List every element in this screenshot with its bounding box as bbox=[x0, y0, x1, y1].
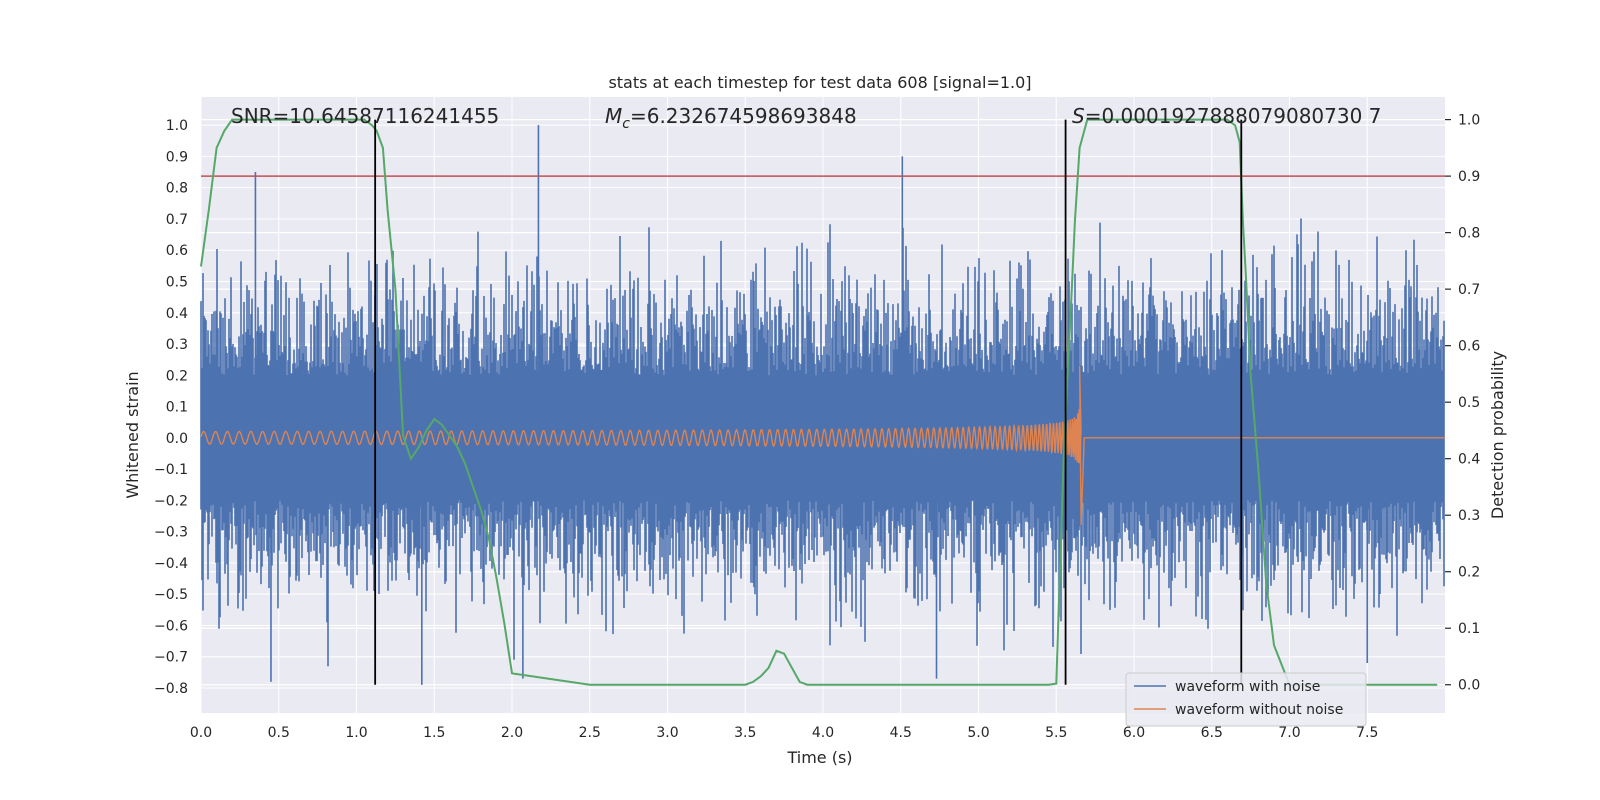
x-tick-label: 2.0 bbox=[501, 725, 523, 741]
y2-axis-label: Detection probability bbox=[1488, 351, 1507, 519]
y-tick-label: 0.1 bbox=[166, 400, 188, 416]
y2-tick-label: 0.1 bbox=[1458, 621, 1480, 637]
x-tick-label: 3.0 bbox=[656, 725, 678, 741]
chirp-mass-annotation: Mc=6.232674598693848 bbox=[605, 104, 857, 132]
y2-tick-label: 0.2 bbox=[1458, 565, 1480, 581]
chirp-mass-symbol: M bbox=[605, 104, 622, 128]
y-axis-label: Whitened strain bbox=[123, 371, 142, 498]
x-tick-label: 1.0 bbox=[345, 725, 367, 741]
y2-tick-label: 0.7 bbox=[1458, 282, 1480, 298]
x-tick-label: 0.5 bbox=[268, 725, 290, 741]
legend-label-clean: waveform without noise bbox=[1175, 702, 1343, 718]
y-tick-label: 1.0 bbox=[166, 118, 188, 134]
y2-tick-label: 0.3 bbox=[1458, 508, 1480, 524]
y-tick-label: 0.2 bbox=[166, 368, 188, 384]
x-tick-label: 5.0 bbox=[967, 725, 989, 741]
legend-label-noise: waveform with noise bbox=[1175, 679, 1320, 695]
chirp-mass-value: =6.232674598693848 bbox=[630, 104, 857, 128]
y-tick-label: −0.4 bbox=[154, 556, 188, 572]
y-tick-label: 0.6 bbox=[166, 243, 188, 259]
y-tick-label: 0.4 bbox=[166, 306, 188, 322]
x-tick-label: 7.5 bbox=[1356, 725, 1378, 741]
y-tick-label: 0.8 bbox=[166, 181, 188, 197]
noise-waveform-band bbox=[200, 218, 1445, 667]
y-tick-label: 0.7 bbox=[166, 212, 188, 228]
y2-tick-label: 0.4 bbox=[1458, 452, 1480, 468]
detection-probability-line bbox=[200, 118, 1438, 686]
y2-tick-label: 1.0 bbox=[1458, 113, 1480, 129]
y-tick-label: 0.5 bbox=[166, 274, 188, 290]
y2-tick-label: 0.8 bbox=[1458, 226, 1480, 242]
x-tick-label: 6.5 bbox=[1201, 725, 1223, 741]
y-tick-label: −0.7 bbox=[154, 650, 188, 666]
legend: waveform with noise waveform without noi… bbox=[1125, 672, 1367, 727]
y2-tick-label: 0.5 bbox=[1458, 395, 1480, 411]
y-tick-label: 0.3 bbox=[166, 337, 188, 353]
x-tick-label: 7.0 bbox=[1278, 725, 1300, 741]
s-symbol: S bbox=[1072, 104, 1085, 128]
x-tick-label: 1.5 bbox=[423, 725, 445, 741]
clean-chirp-waveform bbox=[200, 365, 1445, 526]
x-tick-label: 0.0 bbox=[190, 725, 212, 741]
plot-area: 0.0 0.5 1.0 1.5 2.0 2.5 3.0 3.5 4.0 4.5 5.0 5.5 6.0 6… bbox=[154, 97, 1480, 741]
x-tick-label: 2.5 bbox=[579, 725, 601, 741]
chart-title: stats at each timestep for test data 608… bbox=[608, 73, 1031, 92]
s-value: =0.0001927888079080730 7 bbox=[1085, 104, 1382, 128]
x-axis-label: Time (s) bbox=[786, 748, 852, 767]
y2-tick-label: 0.0 bbox=[1458, 678, 1480, 694]
s-annotation: S=0.0001927888079080730 7 bbox=[1072, 104, 1381, 128]
y-tick-label: −0.3 bbox=[154, 525, 188, 541]
y2-tick-label: 0.6 bbox=[1458, 339, 1480, 355]
y-tick-label: −0.2 bbox=[154, 493, 188, 509]
x-tick-label: 5.5 bbox=[1045, 725, 1067, 741]
x-tick-label: 4.5 bbox=[890, 725, 912, 741]
x-tick-label: 3.5 bbox=[734, 725, 756, 741]
x-tick-label: 4.0 bbox=[812, 725, 834, 741]
y-tick-label: −0.5 bbox=[154, 587, 188, 603]
chirp-mass-subscript: c bbox=[622, 116, 630, 132]
y-tick-label: 0.0 bbox=[166, 431, 188, 447]
y-tick-label: 0.9 bbox=[166, 149, 188, 165]
y-tick-label: −0.8 bbox=[154, 681, 188, 697]
x-tick-label: 6.0 bbox=[1123, 725, 1145, 741]
y2-tick-label: 0.9 bbox=[1458, 169, 1480, 185]
snr-annotation: SNR=10.64587116241455 bbox=[231, 104, 499, 128]
y-tick-label: −0.6 bbox=[154, 618, 188, 634]
y-tick-label: −0.1 bbox=[154, 462, 188, 478]
legend-box bbox=[1125, 672, 1367, 727]
